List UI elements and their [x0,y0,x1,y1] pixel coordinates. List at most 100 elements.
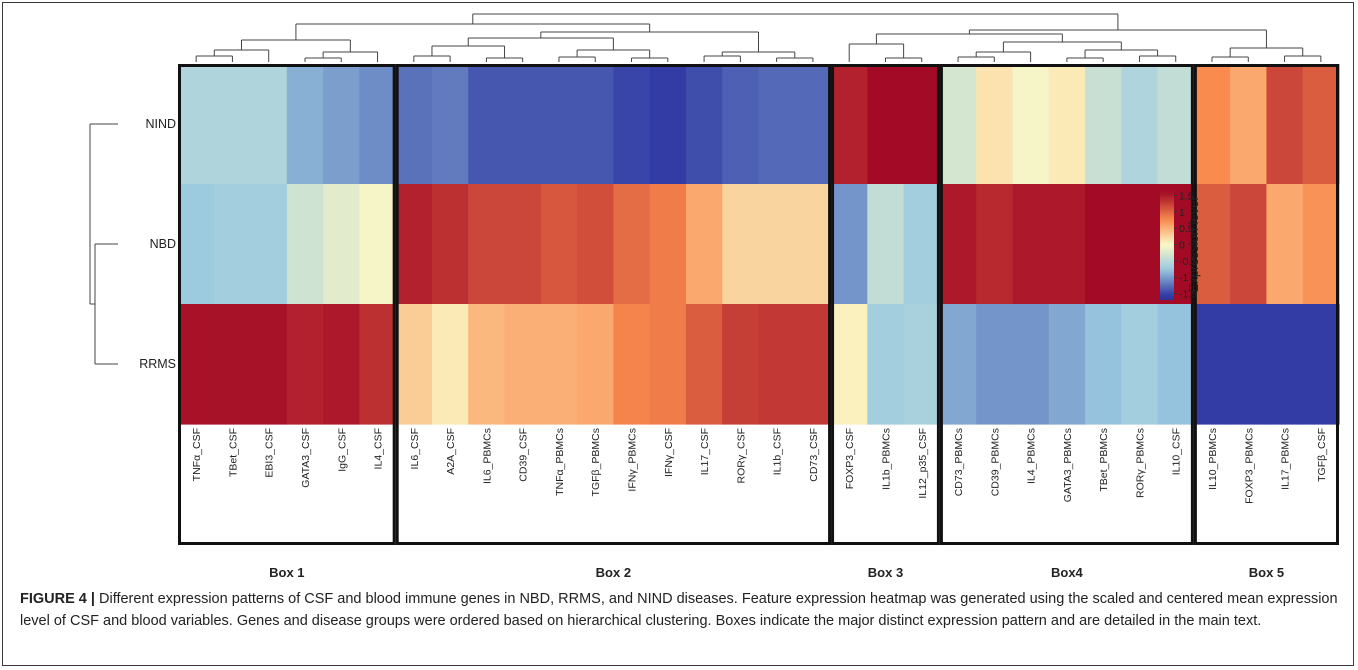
heatmap-cell [903,64,941,185]
column-label: A2A_CSF [445,428,457,475]
column-label: FOXP3_PBMCs [1243,428,1255,504]
heatmap-cell [685,184,723,305]
heatmap-cell [1085,184,1122,305]
heatmap-cell [1266,64,1304,185]
column-label: IL4_PBMCs [1026,428,1038,484]
heatmap-cell [323,184,361,305]
column-label: IgG_CSF [336,428,348,472]
heatmap-cell [722,184,760,305]
row-label: NBD [150,237,176,251]
cluster-box [395,64,832,545]
caption-label: FIGURE 4 | [20,591,95,607]
heatmap-cell [758,184,796,305]
caption-text: Different expression patterns of CSF and… [20,591,1338,629]
heatmap-cell [867,64,905,185]
heatmap-cell [577,184,614,305]
column-label: TNFα_PBMCs [554,428,566,496]
column-label: TGFβ_CSF [1316,428,1328,482]
heatmap-cell [939,184,977,305]
heatmap-cell [1193,184,1231,305]
column-label: GATA3_CSF [300,428,312,488]
heatmap-chart: NIND NBD RRMS TNFα_CSF TBet_CSF EBI3_CSF GATA… [89,13,1340,580]
heatmap-cell [395,304,433,425]
heatmap-cell [431,304,469,425]
heatmap-cell [540,184,578,305]
cluster-box [939,64,1194,545]
column-label: CD39_PBMCs [989,428,1001,496]
heatmap-cell [903,184,941,305]
heatmap-cells [178,64,1340,425]
heatmap-cell [468,304,506,425]
heatmap-cell [468,184,506,305]
heatmap-cell [976,64,1014,185]
heatmap-cell [831,64,868,185]
legend-tick-label: 0 [1179,240,1185,252]
heatmap-cell [577,304,614,425]
heatmap-cell [540,64,578,185]
heatmap-cell [1302,184,1340,305]
heatmap-cell [250,304,288,425]
heatmap-cell [286,304,324,425]
heatmap-cell [1230,304,1268,425]
column-label: IL17_CSF [699,428,711,475]
heatmap-cell [613,304,651,425]
heatmap-cell [685,64,723,185]
column-label: IL4_CSF [373,428,385,469]
column-label: RORγ_CSF [735,428,747,483]
column-label: TGFβ_PBMCs [590,428,602,496]
column-dendrogram [195,13,1322,62]
row-labels: NIND NBD RRMS [139,117,176,371]
heatmap-cell [1157,304,1195,425]
heatmap-cell [649,184,687,305]
heatmap-cell [214,64,252,185]
column-label: RORγ_PBMCs [1134,428,1146,498]
heatmap-cell [976,184,1014,305]
column-label: TNFα_CSF [191,428,203,481]
column-label: TBet_PBMCs [1098,428,1110,492]
column-label: IFNγ_CSF [663,428,675,477]
heatmap-cell [250,64,288,185]
heatmap-cell [504,64,542,185]
legend-tick-label: 0.5 [1179,223,1194,235]
heatmap-cell [1048,304,1086,425]
heatmap-cell [613,64,651,185]
heatmap-cell [794,64,832,185]
column-label: EBI3_CSF [264,428,276,478]
heatmap-cell [395,64,433,185]
heatmap-cell [1048,64,1086,185]
column-label: CD73_PBMCs [953,428,965,496]
box-label: Box 2 [596,565,631,580]
heatmap-cell [1121,64,1159,185]
heatmap-cell [214,184,252,305]
heatmap-cell [758,304,796,425]
heatmap-cell [722,304,760,425]
heatmap-cell [939,304,977,425]
column-label: IFNγ_PBMCs [627,428,639,492]
heatmap-cell [323,64,361,185]
column-label: FOXP3_CSF [844,428,856,489]
heatmap-cell [504,304,542,425]
box-label: Box 5 [1249,565,1284,580]
heatmap-cell [286,184,324,305]
column-label: GATA3_PBMCs [1062,428,1074,502]
heatmap-cell [468,64,506,185]
heatmap-cell [1121,304,1159,425]
heatmap-cell [1012,64,1050,185]
column-label: IL10_CSF [1171,428,1183,475]
heatmap-cell [1230,184,1268,305]
heatmap-cell [794,304,832,425]
heatmap-cell [431,184,469,305]
heatmap-cell [867,184,905,305]
heatmap-cell [722,64,760,185]
heatmap-cell [395,184,433,305]
box-label: Box 3 [868,565,903,580]
heatmap-cell [831,304,868,425]
heatmap-cell [431,64,469,185]
cluster-box [178,64,396,545]
heatmap-cell [1230,64,1268,185]
heatmap-cell [1085,304,1122,425]
heatmap-cell [685,304,723,425]
column-label: IL6_CSF [409,428,421,469]
column-label: IL1b_CSF [772,428,784,475]
legend-tick-label: 1 [1179,207,1185,219]
